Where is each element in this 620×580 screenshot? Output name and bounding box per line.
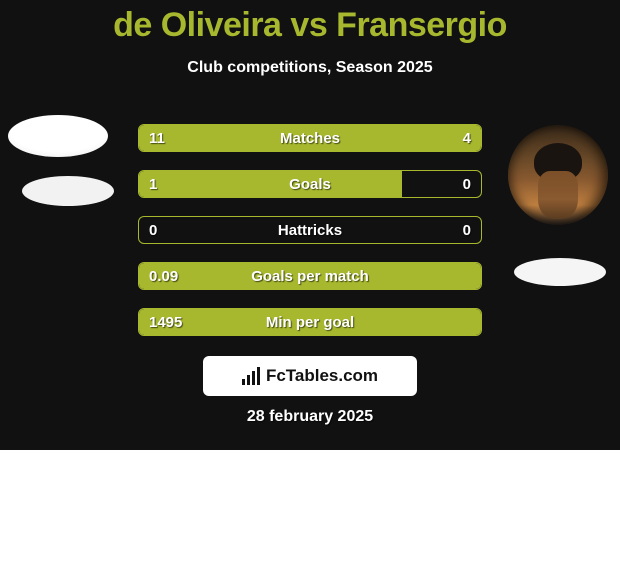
- comparison-panel: de Oliveira vs Fransergio Club competiti…: [0, 0, 620, 450]
- stat-row: 11 Matches 4: [138, 124, 482, 152]
- subtitle: Club competitions, Season 2025: [0, 59, 620, 77]
- stat-label: Matches: [219, 130, 401, 147]
- bars-icon: [242, 367, 260, 385]
- stat-row: 1 Goals 0: [138, 170, 482, 198]
- stat-left-value: 1: [139, 176, 219, 193]
- badge-text: FcTables.com: [266, 366, 378, 386]
- stat-left-value: 1495: [139, 314, 219, 331]
- player-right-placeholder: [514, 258, 606, 286]
- stat-right-value: 0: [401, 222, 481, 239]
- player-left-avatar: [8, 115, 108, 157]
- stat-left-value: 0.09: [139, 268, 219, 285]
- player-right-avatar: [508, 125, 608, 225]
- player-left-placeholder: [22, 176, 114, 206]
- footer-date: 28 february 2025: [247, 408, 373, 426]
- stat-label: Hattricks: [219, 222, 401, 239]
- stat-label: Goals: [219, 176, 401, 193]
- stat-left-value: 11: [139, 130, 219, 147]
- stat-right-value: 0: [401, 176, 481, 193]
- stat-rows: 11 Matches 4 1 Goals 0 0 Hattricks 0 0.0…: [138, 124, 482, 354]
- stat-right-value: 4: [401, 130, 481, 147]
- stat-label: Goals per match: [219, 268, 401, 285]
- source-badge[interactable]: FcTables.com: [203, 356, 417, 396]
- stat-left-value: 0: [139, 222, 219, 239]
- stat-row: 1495 Min per goal: [138, 308, 482, 336]
- page-title: de Oliveira vs Fransergio: [0, 0, 620, 45]
- stat-row: 0.09 Goals per match: [138, 262, 482, 290]
- stat-label: Min per goal: [219, 314, 401, 331]
- stat-row: 0 Hattricks 0: [138, 216, 482, 244]
